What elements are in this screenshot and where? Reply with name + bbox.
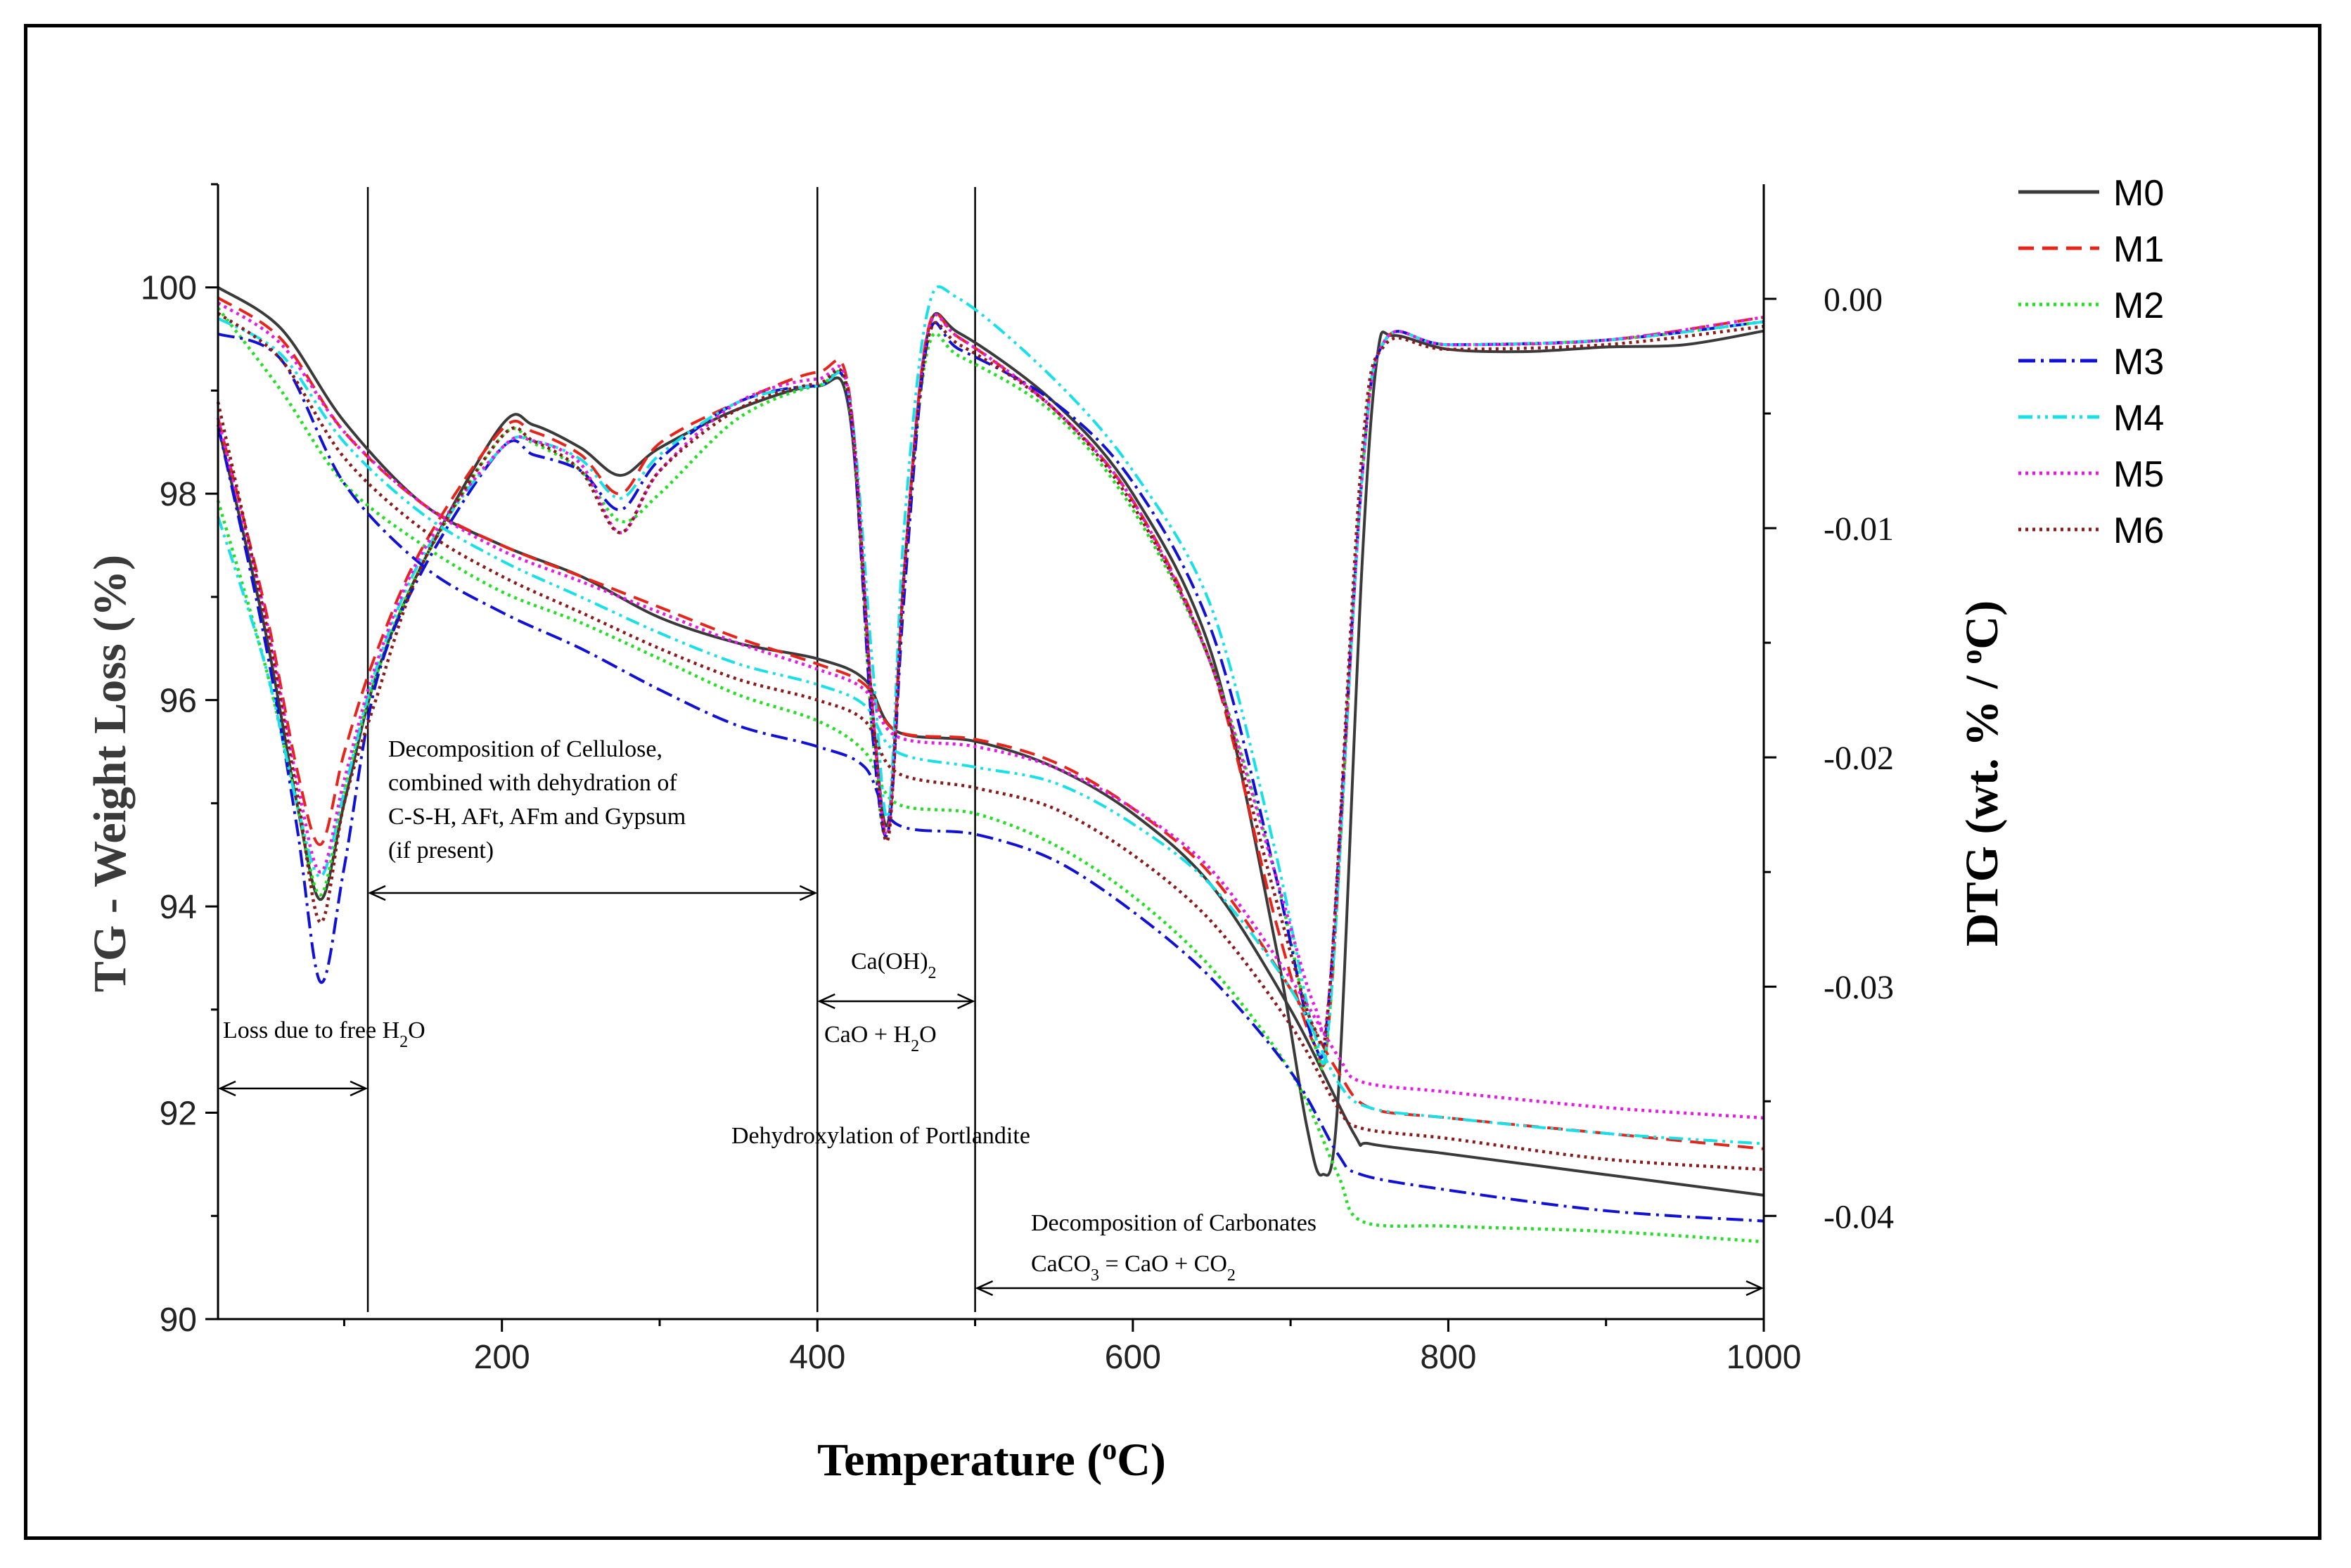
dtg-series-M5 (216, 313, 1764, 1036)
y-left-tick-label-94: 94 (160, 889, 197, 926)
arrow-carbonates-head-right (1745, 1280, 1764, 1297)
arrow-carbonates-head-left (975, 1280, 994, 1297)
legend-label-M3: M3 (2113, 342, 2164, 383)
tg-series-M4 (217, 316, 1764, 1145)
annotation-free-water: Loss due to free H2O (223, 1017, 425, 1051)
x-tick-label-400: 400 (789, 1339, 845, 1376)
x-tick-label-800: 800 (1420, 1339, 1476, 1376)
arrow-portlandite-head-right (957, 993, 975, 1010)
annotation-cao-h2o: CaO + H2O (824, 1022, 937, 1055)
tg-series-M2 (217, 307, 1764, 1244)
annotation-portlandite: Dehydroxylation of Portlandite (731, 1123, 1030, 1149)
y-left-tick-label-98: 98 (160, 476, 197, 513)
annotation-cellulose-line-4: (if present) (388, 837, 494, 863)
annotation-cellulose-line-1: Decomposition of Cellulose, (388, 736, 662, 762)
annotation-carbonates-title: Decomposition of Carbonates (1031, 1210, 1317, 1236)
annotation-caoh2: Ca(OH)2 (851, 949, 937, 982)
range-arrows (217, 885, 1764, 1297)
legend-label-M6: M6 (2113, 510, 2164, 551)
legend-label-M5: M5 (2113, 454, 2164, 495)
dtg-series-M2 (216, 320, 1764, 1070)
arrow-portlandite-head-left (817, 993, 835, 1010)
legend-label-M2: M2 (2113, 285, 2164, 326)
legend-label-M1: M1 (2113, 229, 2164, 270)
y-right-axis-title: DTG (wt. % / oC) (1956, 600, 2008, 946)
figure-frame (24, 24, 2321, 1540)
y-right-tick-label-0: 0.00 (1824, 281, 1883, 319)
y-right-tick-label-3: -0.03 (1824, 969, 1894, 1006)
y-right-tick-label-2: -0.02 (1824, 740, 1894, 777)
annotation-cellulose-line-2: combined with dehydration of (388, 770, 677, 796)
arrow-cellulose-head-left (368, 885, 386, 901)
arrow-free-water-head-left (217, 1080, 236, 1097)
dtg-series-M1 (217, 311, 1764, 1067)
legend-label-M0: M0 (2113, 173, 2164, 214)
annotations: Loss due to free H2O Decomposition of Ce… (223, 736, 1317, 1285)
y-right-tick-label-4: -0.04 (1824, 1198, 1894, 1235)
tg-series-M3 (217, 332, 1764, 1223)
annotation-cellulose-line-3: C-S-H, AFt, AFm and Gypsum (388, 804, 686, 830)
arrow-cellulose-head-right (799, 885, 818, 901)
dtg-series-M6 (216, 321, 1764, 1049)
y-left-tick-label-100: 100 (141, 270, 197, 307)
tg-series-M6 (217, 311, 1764, 1171)
y-left-axis-title: TG - Weight Loss (%) (84, 555, 136, 992)
dtg-series-M4 (217, 285, 1764, 1066)
y-left-tick-label-90: 90 (160, 1302, 197, 1339)
x-tick-label-1000: 1000 (1727, 1339, 1802, 1376)
y-left-tick-label-92: 92 (160, 1095, 197, 1133)
tg-series-M1 (217, 296, 1764, 1150)
annotation-carbonates-equation: CaCO3 = CaO + CO2 (1031, 1251, 1236, 1285)
x-tick-label-200: 200 (474, 1339, 530, 1376)
x-tick-label-600: 600 (1105, 1339, 1161, 1376)
arrow-free-water-head-right (350, 1080, 369, 1097)
y-left-tick-label-96: 96 (160, 683, 197, 720)
legend-label-M4: M4 (2113, 398, 2164, 439)
legend: M0 M1 M2 M3 M4 M5 M6 (2018, 173, 2164, 551)
y-right-tick-label-1: -0.01 (1824, 510, 1894, 548)
tg-series-M5 (217, 301, 1764, 1120)
x-axis-title: Temperature (oC) (817, 1434, 1166, 1486)
dtg-series-M3 (217, 320, 1764, 1059)
